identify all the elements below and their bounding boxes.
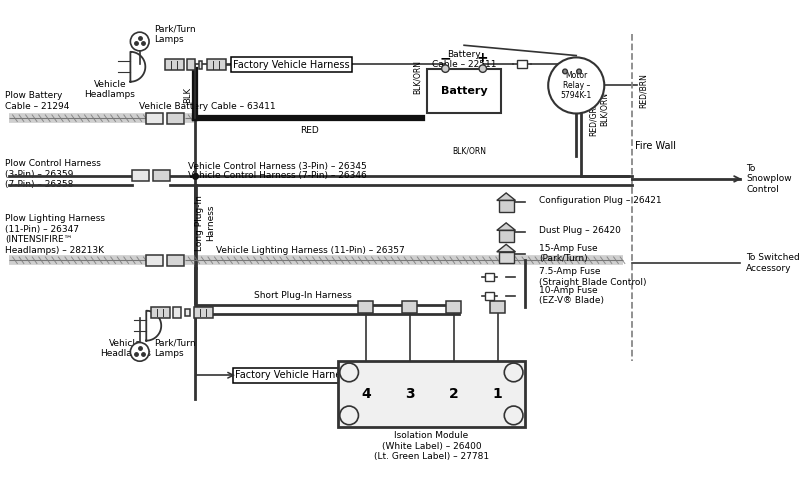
Text: Park/Turn
Lamps: Park/Turn Lamps <box>154 24 195 44</box>
Text: Factory Vehicle Harness: Factory Vehicle Harness <box>235 370 352 380</box>
Text: Isolation Module
(White Label) – 26400
(Lt. Green Label) – 27781: Isolation Module (White Label) – 26400 (… <box>374 431 489 461</box>
Text: 1: 1 <box>493 387 502 401</box>
Bar <box>187 59 195 70</box>
Text: 15-Amp Fuse
(Park/Turn): 15-Amp Fuse (Park/Turn) <box>539 244 598 263</box>
Text: Motor
Relay –
5794K-1: Motor Relay – 5794K-1 <box>561 70 592 100</box>
Text: Park/Turn
Lamps: Park/Turn Lamps <box>154 338 195 358</box>
Text: BLK: BLK <box>183 87 192 103</box>
Text: To
Snowplow
Control: To Snowplow Control <box>746 164 792 194</box>
Text: RED: RED <box>301 126 319 135</box>
Text: 7.5-Amp Fuse
(Straight Blade Control): 7.5-Amp Fuse (Straight Blade Control) <box>539 267 646 287</box>
Bar <box>153 170 170 181</box>
Bar <box>165 59 184 70</box>
Text: BLK/ORN: BLK/ORN <box>452 146 486 155</box>
Bar <box>207 59 226 70</box>
Bar <box>146 254 163 266</box>
Bar <box>402 301 418 312</box>
Bar <box>446 301 462 312</box>
Bar <box>426 69 502 113</box>
Bar <box>151 307 170 318</box>
Polygon shape <box>497 193 515 201</box>
Circle shape <box>130 32 149 51</box>
Text: Long Plug-In
Harness: Long Plug-In Harness <box>195 195 215 251</box>
Circle shape <box>340 406 358 425</box>
Circle shape <box>548 57 604 113</box>
Bar <box>198 61 202 69</box>
Text: −: − <box>439 51 451 65</box>
Text: Battery
Cable – 22511: Battery Cable – 22511 <box>432 50 496 69</box>
Polygon shape <box>497 245 515 252</box>
Circle shape <box>577 69 582 74</box>
Circle shape <box>504 363 523 382</box>
Text: 10-Amp Fuse
(EZ-V® Blade): 10-Amp Fuse (EZ-V® Blade) <box>539 286 604 305</box>
Text: Dust Plug – 26420: Dust Plug – 26420 <box>539 226 621 235</box>
Bar <box>498 201 514 212</box>
Bar <box>485 292 494 299</box>
Text: RED/BRN: RED/BRN <box>639 73 648 108</box>
Text: Plow Control Harness
(3-Pin) – 26359
(7-Pin) – 26358: Plow Control Harness (3-Pin) – 26359 (7-… <box>5 159 101 189</box>
Bar <box>338 361 525 427</box>
Bar <box>194 307 213 318</box>
Bar <box>174 307 181 318</box>
Polygon shape <box>497 223 515 231</box>
Circle shape <box>130 342 149 361</box>
Text: 4: 4 <box>361 387 371 401</box>
Text: Vehicle Control Harness (3-Pin) – 26345: Vehicle Control Harness (3-Pin) – 26345 <box>188 162 367 171</box>
Text: +: + <box>477 51 489 65</box>
Text: Short Plug-In Harness: Short Plug-In Harness <box>254 291 351 300</box>
Bar <box>146 113 163 124</box>
Circle shape <box>340 363 358 382</box>
Bar <box>498 252 514 263</box>
Bar <box>167 113 184 124</box>
Text: Vehicle
Headlamps: Vehicle Headlamps <box>84 80 135 99</box>
Circle shape <box>562 69 567 74</box>
Bar <box>490 301 506 312</box>
Text: BLK/ORN: BLK/ORN <box>413 60 422 94</box>
Text: Battery: Battery <box>441 86 487 96</box>
Circle shape <box>479 65 486 72</box>
Circle shape <box>442 65 449 72</box>
Bar <box>167 254 184 266</box>
Bar <box>518 60 526 68</box>
Text: BLK/ORN: BLK/ORN <box>600 92 609 126</box>
Text: Vehicle Control Harness (7-Pin) – 26346: Vehicle Control Harness (7-Pin) – 26346 <box>188 171 367 180</box>
Text: Vehicle Lighting Harness (11-Pin) – 26357: Vehicle Lighting Harness (11-Pin) – 2635… <box>216 246 405 254</box>
Text: Vehicle
Headlamps: Vehicle Headlamps <box>100 339 151 358</box>
Text: Plow Battery
Cable – 21294: Plow Battery Cable – 21294 <box>5 91 70 111</box>
Text: RED/GRN: RED/GRN <box>589 100 598 136</box>
Text: Factory Vehicle Harness: Factory Vehicle Harness <box>234 60 350 70</box>
Text: Configuration Plug – 26421: Configuration Plug – 26421 <box>539 196 662 205</box>
Text: 2: 2 <box>449 387 458 401</box>
Text: To Switched
Accessory: To Switched Accessory <box>746 253 800 273</box>
Bar <box>132 170 149 181</box>
Bar <box>358 301 374 312</box>
Text: 3: 3 <box>405 387 414 401</box>
Bar <box>485 273 494 281</box>
Text: Plow Lighting Harness
(11-Pin) – 26347
(INTENSIFIRE™
Headlamps) – 28213K: Plow Lighting Harness (11-Pin) – 26347 (… <box>5 215 105 254</box>
Bar <box>185 309 190 316</box>
Text: Vehicle Battery Cable – 63411: Vehicle Battery Cable – 63411 <box>138 102 275 111</box>
Bar <box>498 231 514 242</box>
Text: Fire Wall: Fire Wall <box>635 141 676 151</box>
Circle shape <box>504 406 523 425</box>
